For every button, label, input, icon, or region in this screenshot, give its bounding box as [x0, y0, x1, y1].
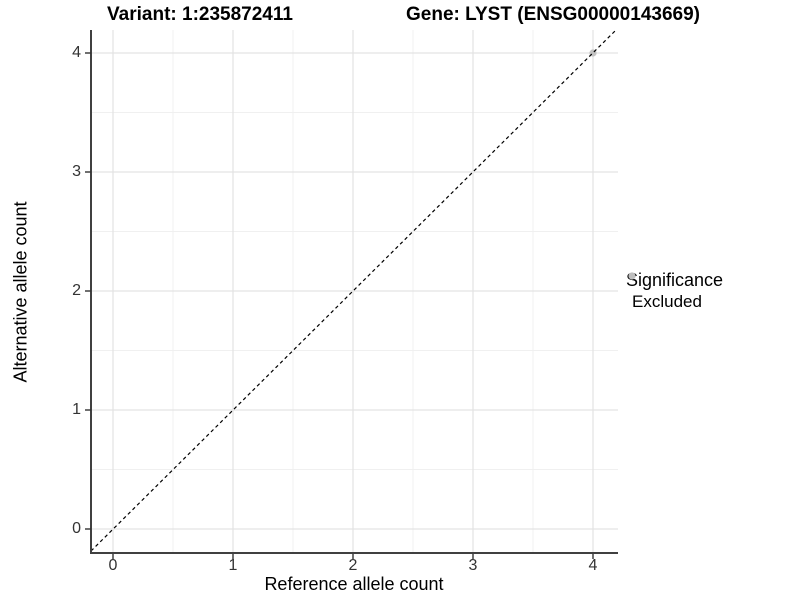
y-tick-label-4: 4	[72, 44, 81, 61]
y-tick-label-0: 0	[72, 520, 81, 537]
x-tick-label-0: 0	[108, 557, 118, 574]
plot-title-variant: Variant: 1:235872411	[107, 4, 293, 25]
x-axis-ticks	[112, 554, 594, 559]
x-tick-label-4: 4	[588, 557, 598, 574]
x-tick-label-2: 2	[348, 557, 358, 574]
y-axis-title: Alternative allele count	[10, 201, 31, 383]
x-axis-title: Reference allele count	[264, 574, 444, 594]
x-tick-label-3: 3	[468, 557, 478, 574]
legend-key-dot-icon	[628, 272, 636, 280]
x-tick-label-1: 1	[228, 557, 238, 574]
y-axis-ticks	[85, 52, 91, 530]
grid-major	[91, 30, 618, 553]
legend-item-label: Excluded	[632, 292, 702, 311]
legend: Significance Excluded	[626, 270, 723, 311]
legend-item-excluded: Excluded	[626, 272, 723, 311]
legend-title: Significance	[626, 270, 724, 290]
plot-title-gene: Gene: LYST (ENSG00000143669)	[406, 4, 700, 25]
y-tick-label-2: 2	[72, 282, 81, 299]
y-tick-label-1: 1	[72, 401, 81, 418]
legend-dot	[628, 272, 636, 280]
y-tick-label-3: 3	[72, 163, 81, 180]
